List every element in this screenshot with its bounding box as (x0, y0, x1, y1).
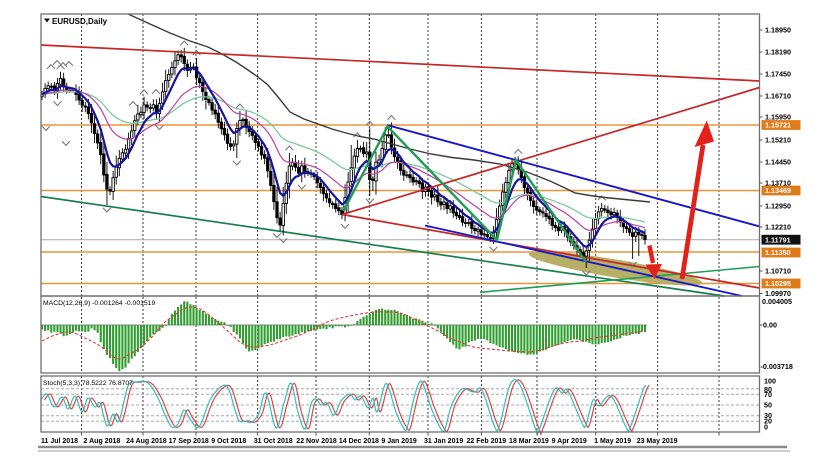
svg-text:1.18950: 1.18950 (765, 26, 791, 35)
svg-text:-0.003718: -0.003718 (761, 362, 793, 371)
svg-text:1.15721: 1.15721 (765, 121, 791, 130)
svg-text:9 Apr 2019: 9 Apr 2019 (552, 438, 587, 445)
svg-text:1.09970: 1.09970 (765, 289, 791, 298)
svg-text:1.11791: 1.11791 (765, 235, 791, 244)
svg-text:1.12210: 1.12210 (765, 223, 791, 232)
svg-text:50: 50 (764, 401, 772, 410)
svg-text:1.15950: 1.15950 (765, 113, 791, 122)
svg-text:11 Jul 2018: 11 Jul 2018 (41, 438, 78, 445)
svg-text:1.13469: 1.13469 (765, 186, 791, 195)
svg-text:18 Mar 2019: 18 Mar 2019 (509, 438, 549, 445)
svg-text:14 Dec 2018: 14 Dec 2018 (339, 438, 379, 445)
svg-text:1.10710: 1.10710 (765, 267, 791, 276)
svg-text:9 Jan 2019: 9 Jan 2019 (381, 438, 417, 445)
svg-text:1.18190: 1.18190 (765, 48, 791, 57)
svg-text:22 Nov 2018: 22 Nov 2018 (296, 438, 337, 445)
svg-text:80: 80 (764, 385, 772, 394)
svg-text:MACD(12,26,9) -0.001264 -0.001: MACD(12,26,9) -0.001264 -0.001519 (43, 300, 155, 307)
svg-text:31 Jan 2019: 31 Jan 2019 (424, 438, 463, 445)
svg-text:1.15210: 1.15210 (765, 136, 791, 145)
svg-text:20: 20 (764, 416, 772, 425)
svg-text:Stoch(5,3,3) 78.5222 76.8707: Stoch(5,3,3) 78.5222 76.8707 (43, 380, 133, 387)
svg-text:24 Aug 2018: 24 Aug 2018 (126, 438, 167, 445)
svg-text:17 Sep 2018: 17 Sep 2018 (169, 438, 209, 445)
svg-text:1.13710: 1.13710 (765, 179, 791, 188)
svg-text:1.16710: 1.16710 (765, 92, 791, 101)
svg-text:1.14450: 1.14450 (765, 158, 791, 167)
svg-text:1.11350: 1.11350 (765, 248, 791, 257)
svg-text:1.10295: 1.10295 (765, 279, 791, 288)
svg-text:1 May 2019: 1 May 2019 (594, 438, 631, 445)
svg-text:9 Oct 2018: 9 Oct 2018 (211, 438, 246, 445)
svg-text:30: 30 (764, 411, 772, 420)
svg-text:70: 70 (764, 390, 772, 399)
svg-text:0: 0 (764, 423, 768, 432)
svg-text:22 Feb 2019: 22 Feb 2019 (467, 438, 507, 445)
svg-text:31 Oct 2018: 31 Oct 2018 (254, 438, 293, 445)
svg-text:0.004005: 0.004005 (762, 297, 792, 306)
svg-text:2 Aug 2018: 2 Aug 2018 (84, 438, 121, 445)
svg-text:1.17450: 1.17450 (765, 70, 791, 79)
svg-text:EURUSD,Daily: EURUSD,Daily (52, 17, 108, 26)
svg-text:23 May 2019: 23 May 2019 (637, 438, 678, 445)
svg-text:1.12950: 1.12950 (765, 202, 791, 211)
svg-text:0.00: 0.00 (763, 321, 777, 330)
svg-text:100: 100 (764, 377, 776, 386)
